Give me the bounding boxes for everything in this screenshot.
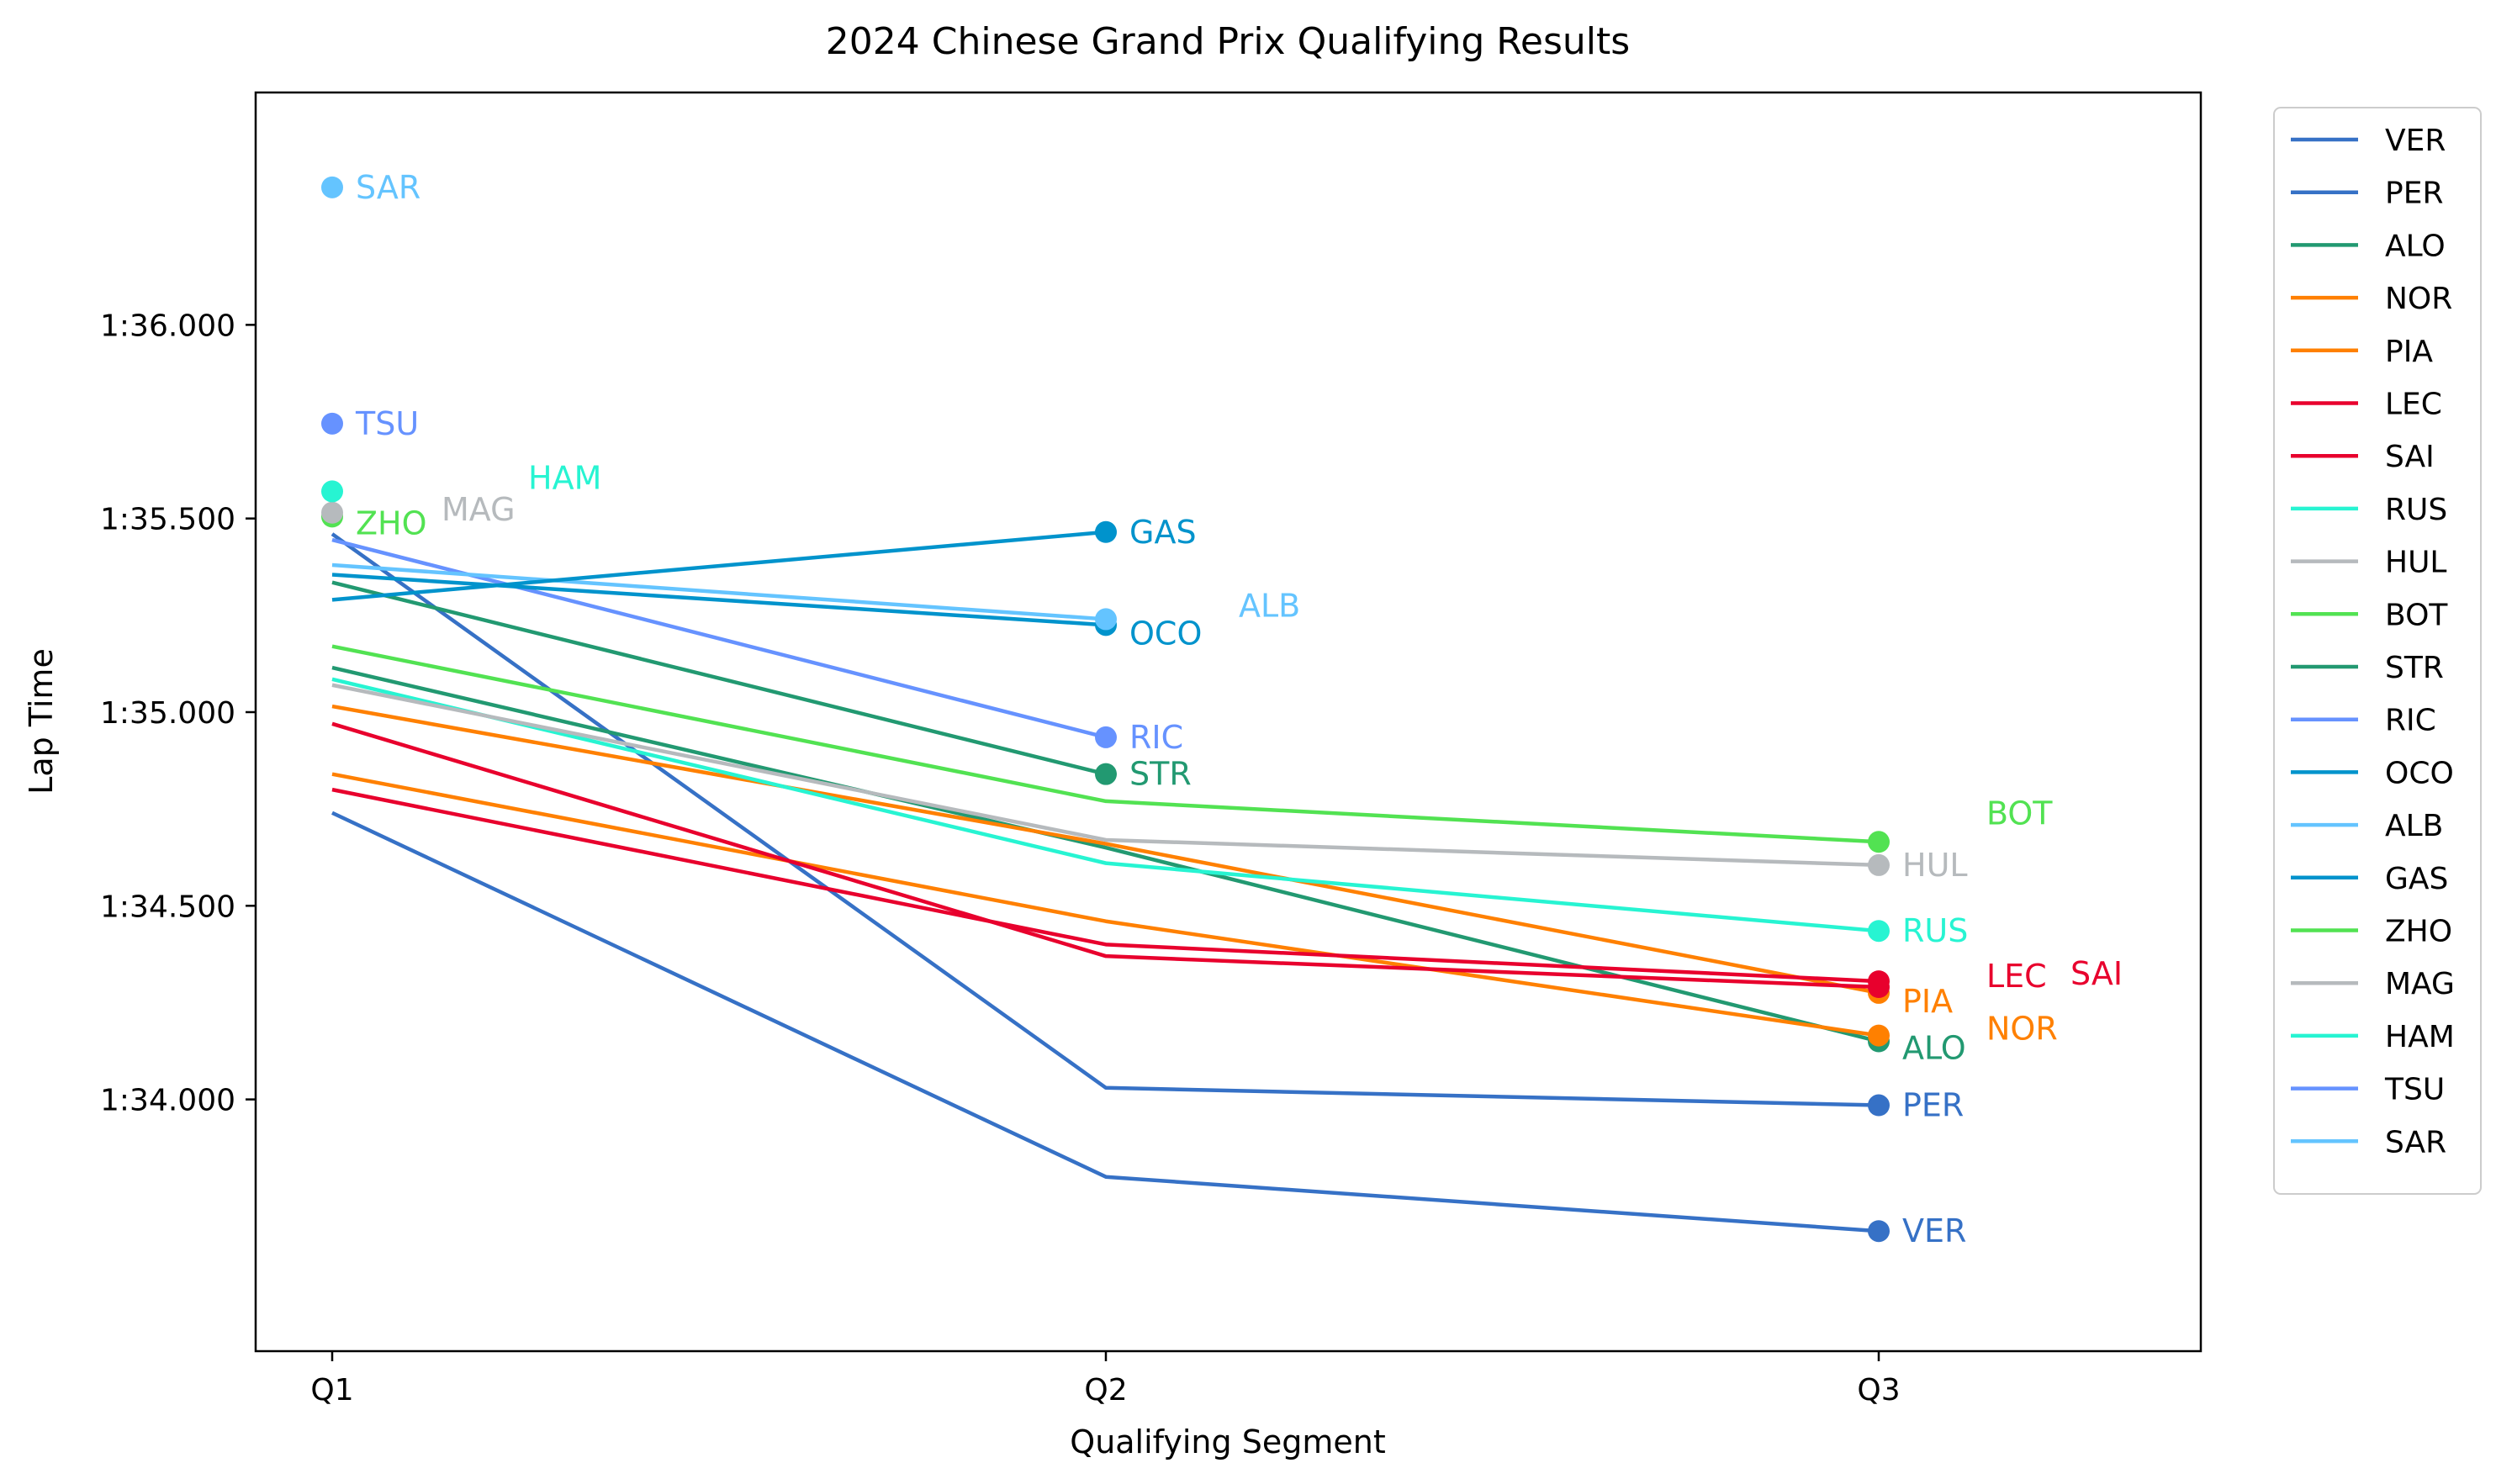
y-tick-label: 1:35.000 <box>100 696 235 731</box>
series-line-bot <box>331 644 1880 844</box>
y-tick-label: 1:34.500 <box>100 890 235 924</box>
series-end-label-mag: MAG <box>442 491 516 528</box>
series-end-point-nor <box>1868 1024 1890 1047</box>
series-line-alb <box>331 562 1107 621</box>
y-axis-label: Lap Time <box>23 648 60 795</box>
legend-box <box>2273 107 2482 1195</box>
legend-label-alo: ALO <box>2385 229 2446 263</box>
series-end-point-sai <box>1868 976 1890 999</box>
plot-area-frame <box>254 91 2203 1353</box>
series-end-label-rus: RUS <box>1902 912 1968 949</box>
legend-label-mag: MAG <box>2385 967 2455 1001</box>
series-end-point-ric <box>1095 726 1117 748</box>
series-line-per <box>331 532 1880 1107</box>
series-end-label-alb: ALB <box>1239 587 1300 624</box>
series-end-point-ver <box>1868 1220 1890 1243</box>
legend-label-ham: HAM <box>2385 1020 2455 1054</box>
series-end-label-sar: SAR <box>356 169 420 206</box>
series-end-label-tsu: TSU <box>355 405 419 442</box>
series-end-point-str <box>1095 763 1117 785</box>
x-axis-label: Qualifying Segment <box>1070 1423 1385 1460</box>
legend-label-per: PER <box>2385 177 2443 211</box>
legend-label-hul: HUL <box>2385 546 2446 580</box>
series-line-lec <box>331 787 1880 984</box>
series-end-label-lec: LEC <box>1986 958 2047 995</box>
series-end-point-hul <box>1868 853 1890 876</box>
series-end-point-mag <box>321 501 343 524</box>
legend-label-ric: RIC <box>2385 704 2436 738</box>
series-end-label-sai: SAI <box>2070 955 2123 992</box>
series-end-label-nor: NOR <box>1986 1011 2058 1048</box>
legend-label-oco: OCO <box>2385 756 2454 790</box>
y-axis: 1:34.000 1:34.500 1:35.000 1:35.500 1:36.000 <box>100 309 256 1118</box>
series-line-oco <box>331 573 1107 627</box>
series-end-label-gas: GAS <box>1129 514 1197 551</box>
y-tick-label: 1:36.000 <box>100 309 235 343</box>
legend-label-str: STR <box>2385 651 2444 685</box>
series-end-point-ham <box>321 480 343 503</box>
legend-label-nor: NOR <box>2385 282 2452 316</box>
series-end-label-per: PER <box>1902 1087 1964 1124</box>
series-end-label-pia: PIA <box>1902 983 1953 1020</box>
series-end-point-gas <box>1095 520 1117 543</box>
series-line-rus <box>331 677 1880 933</box>
series-end-label-alo: ALO <box>1902 1030 1966 1067</box>
series-end-point-per <box>1868 1094 1890 1117</box>
legend-label-alb: ALB <box>2385 809 2443 843</box>
series-end-label-zho: ZHO <box>356 504 427 541</box>
legend-label-sai: SAI <box>2385 440 2435 474</box>
series-line-str <box>331 580 1107 776</box>
series-line-nor <box>331 772 1880 1038</box>
series-end-point-bot <box>1868 831 1890 853</box>
y-tick-label: 1:35.500 <box>100 503 235 537</box>
series-end-point-rus <box>1868 920 1890 943</box>
x-tick-label-q1: Q1 <box>310 1373 353 1407</box>
legend-label-zho: ZHO <box>2385 915 2452 949</box>
series-line-ver <box>331 811 1880 1233</box>
legend-label-gas: GAS <box>2385 862 2448 896</box>
series-end-label-str: STR <box>1129 756 1192 793</box>
series-line-hul <box>331 683 1880 868</box>
legend-label-bot: BOT <box>2385 598 2448 632</box>
chart-title: 2024 Chinese Grand Prix Qualifying Resul… <box>826 20 1630 63</box>
series-end-label-bot: BOT <box>1986 795 2053 832</box>
y-tick-label: 1:34.000 <box>100 1084 235 1118</box>
series-line-sai <box>331 721 1880 990</box>
legend-label-tsu: TSU <box>2384 1073 2445 1107</box>
legend-label-ver: VER <box>2385 124 2446 158</box>
legend-label-pia: PIA <box>2385 335 2433 369</box>
series-layer <box>321 176 1890 1243</box>
legend: VER PER ALO NOR PIA LEC SAI RUS HUL BOT STR RIC OCO A… <box>2273 107 2482 1195</box>
series-line-pia <box>331 704 1880 995</box>
series-end-label-hul: HUL <box>1902 847 1968 884</box>
legend-label-lec: LEC <box>2385 388 2442 422</box>
series-end-label-ver: VER <box>1902 1212 1966 1249</box>
legend-label-sar: SAR <box>2385 1125 2446 1159</box>
series-end-point-tsu <box>321 412 343 435</box>
series-end-point-alb <box>1095 608 1117 631</box>
series-end-label-oco: OCO <box>1129 615 1202 652</box>
x-tick-label-q2: Q2 <box>1084 1373 1127 1407</box>
series-line-gas <box>331 530 1107 602</box>
legend-label-rus: RUS <box>2385 493 2447 527</box>
series-end-label-ham: HAM <box>528 459 601 496</box>
x-axis: Q1 Q2 Q3 <box>310 1351 1901 1407</box>
series-end-point-sar <box>321 176 343 198</box>
x-tick-label-q3: Q3 <box>1857 1373 1900 1407</box>
series-end-label-ric: RIC <box>1129 719 1183 756</box>
